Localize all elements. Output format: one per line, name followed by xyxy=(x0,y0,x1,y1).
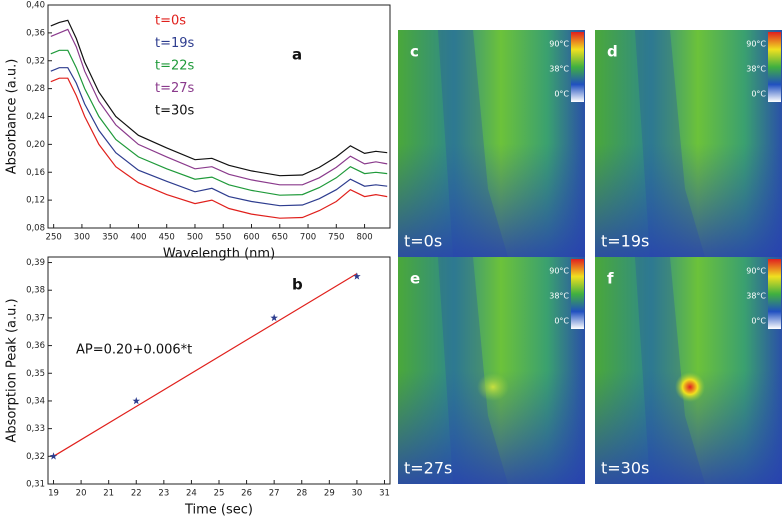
y-tick-label: 0,40 xyxy=(26,1,45,11)
hot-spot xyxy=(675,372,705,402)
y-tick-label: 0,35 xyxy=(26,369,45,379)
spectrum-line xyxy=(50,49,388,196)
y-tick-label: 0,28 xyxy=(26,84,45,94)
scale-label: 38°C xyxy=(746,292,766,301)
legend-entry: t=30s xyxy=(155,104,195,119)
thermal-images: 90°C 38°C 0°C c t=0s 90°C 38°C 0°C d t=19s 90°C 38°… xyxy=(398,30,782,484)
x-tick-label: 26 xyxy=(241,489,252,499)
spectrum-line xyxy=(50,28,388,186)
image-shade xyxy=(595,30,782,257)
time-label: t=0s xyxy=(404,232,442,251)
x-tick-label: 29 xyxy=(324,489,335,499)
x-tick-label: 23 xyxy=(158,489,169,499)
panel-label: f xyxy=(607,270,614,288)
y-tick-label: 0,36 xyxy=(26,28,45,38)
data-point xyxy=(49,452,58,460)
warm-spot xyxy=(477,373,509,401)
x-tick-label: 350 xyxy=(102,233,118,243)
y-tick-label: 0,34 xyxy=(26,396,45,406)
scale-label: 0°C xyxy=(554,90,569,99)
spectrum-line xyxy=(50,19,388,177)
data-point xyxy=(353,272,361,280)
scale-label: 38°C xyxy=(746,65,766,74)
x-tick-label: 250 xyxy=(46,233,62,243)
legend-entry: t=19s xyxy=(155,36,195,51)
y-tick-label: 0,37 xyxy=(26,313,45,323)
x-tick-label: 300 xyxy=(74,233,90,243)
x-tick-label: 500 xyxy=(187,233,203,243)
spectrum-line xyxy=(50,67,388,207)
x-tick-label: 19 xyxy=(48,489,59,499)
legend-entry: t=22s xyxy=(155,59,195,74)
panel-label: d xyxy=(607,43,618,61)
scale-label: 38°C xyxy=(549,292,569,301)
y-tick-label: 0,39 xyxy=(26,258,45,268)
time-label: t=30s xyxy=(601,459,649,478)
x-tick-label: 28 xyxy=(296,489,307,499)
x-tick-label: 27 xyxy=(269,489,280,499)
plot-frame xyxy=(47,256,391,485)
scale-label: 90°C xyxy=(746,267,766,276)
x-tick-label: 25 xyxy=(214,489,225,499)
image-shade xyxy=(595,257,782,484)
x-tick-label: 31 xyxy=(379,489,390,499)
scale-label: 0°C xyxy=(751,90,766,99)
data-point xyxy=(132,397,141,405)
y-axis-title: Absorbance (a.u.) xyxy=(5,59,20,175)
x-tick-label: 24 xyxy=(186,489,197,499)
y-tick-label: 0,32 xyxy=(26,56,45,66)
x-tick-label: 750 xyxy=(328,233,344,243)
y-tick-label: 0,16 xyxy=(26,168,45,178)
x-tick-label: 600 xyxy=(243,233,259,243)
y-tick-label: 0,20 xyxy=(26,140,45,150)
spectrum-line xyxy=(50,77,388,219)
color-bar xyxy=(768,32,781,102)
x-axis-title: Time (sec) xyxy=(184,503,253,518)
panel-label: b xyxy=(292,276,303,294)
x-tick-label: 550 xyxy=(215,233,231,243)
scale-label: 90°C xyxy=(746,40,766,49)
color-bar xyxy=(571,259,584,329)
scale-label: 0°C xyxy=(554,317,569,326)
scale-label: 0°C xyxy=(751,317,766,326)
color-bar xyxy=(571,32,584,102)
image-shade xyxy=(398,257,585,484)
x-tick-label: 800 xyxy=(356,233,372,243)
y-tick-label: 0,12 xyxy=(26,196,45,206)
y-tick-label: 0,38 xyxy=(26,286,45,296)
panel-label: c xyxy=(410,43,419,61)
color-bar xyxy=(768,259,781,329)
y-tick-label: 0,24 xyxy=(26,112,45,122)
y-tick-label: 0,08 xyxy=(26,224,45,234)
x-tick-label: 20 xyxy=(76,489,87,499)
scale-label: 38°C xyxy=(549,65,569,74)
y-axis-title: Absorption Peak (a.u.) xyxy=(5,298,20,442)
y-tick-label: 0,33 xyxy=(26,424,45,434)
y-tick-label: 0,31 xyxy=(26,480,45,490)
scale-label: 90°C xyxy=(549,267,569,276)
x-axis-title: Wavelength (nm) xyxy=(163,247,275,262)
fit-equation: AP=0.20+0.006*t xyxy=(76,343,192,358)
x-tick-label: 650 xyxy=(272,233,288,243)
legend-entry: t=27s xyxy=(155,81,195,96)
x-tick-label: 21 xyxy=(103,489,114,499)
panel-label: e xyxy=(410,270,420,288)
x-tick-label: 22 xyxy=(131,489,142,499)
y-tick-label: 0,32 xyxy=(26,452,45,462)
x-tick-label: 400 xyxy=(130,233,146,243)
legend-entry: t=0s xyxy=(155,14,186,29)
x-tick-label: 30 xyxy=(351,489,362,499)
time-label: t=27s xyxy=(404,459,452,478)
scale-label: 90°C xyxy=(549,40,569,49)
panel-label: a xyxy=(292,46,302,64)
time-label: t=19s xyxy=(601,232,649,251)
x-tick-label: 450 xyxy=(159,233,175,243)
y-tick-label: 0,36 xyxy=(26,341,45,351)
data-point xyxy=(270,313,278,322)
fit-line xyxy=(53,273,358,457)
x-tick-label: 700 xyxy=(300,233,316,243)
image-shade xyxy=(398,30,585,257)
